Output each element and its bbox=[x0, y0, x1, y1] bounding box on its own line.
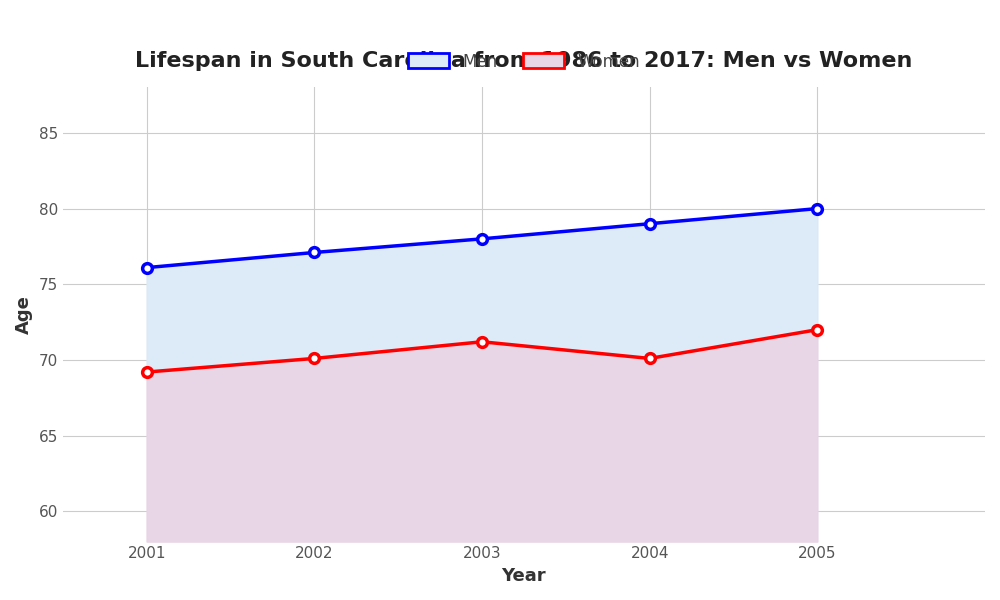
Legend: Men, Women: Men, Women bbox=[401, 46, 647, 77]
Y-axis label: Age: Age bbox=[15, 295, 33, 334]
X-axis label: Year: Year bbox=[502, 567, 546, 585]
Title: Lifespan in South Carolina from 1986 to 2017: Men vs Women: Lifespan in South Carolina from 1986 to … bbox=[135, 50, 913, 71]
